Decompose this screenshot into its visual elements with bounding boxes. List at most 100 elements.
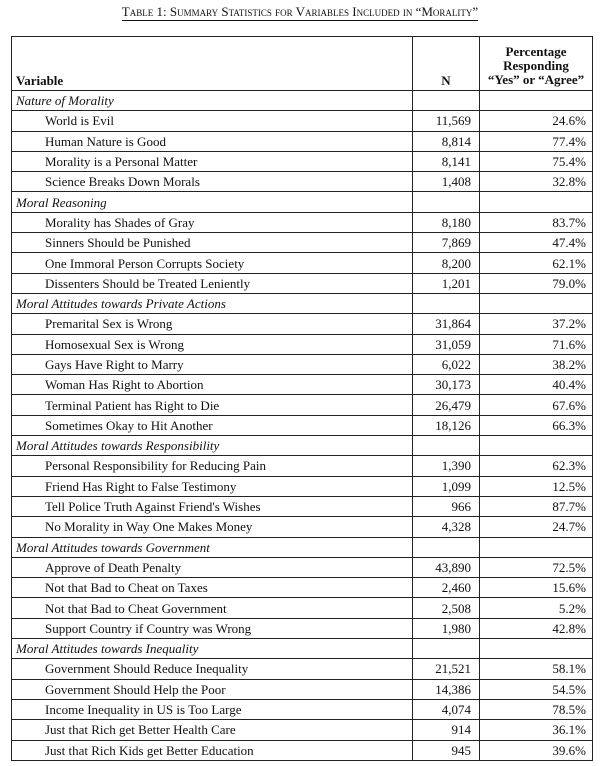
table-row: Sometimes Okay to Hit Another 18,126 66.3% [11,414,593,437]
table-row: Premarital Sex is Wrong 31,864 37.2% [11,313,593,335]
section-row: Moral Attitudes towards Government [11,536,593,558]
section-label: Moral Attitudes towards Responsibility [11,435,413,457]
variable-cell: Woman Has Right to Abortion [11,374,413,396]
table-row: Just that Rich Kids get Better Education… [11,739,593,761]
percentage-cell: 39.6% [479,739,593,761]
table-row: Not that Bad to Cheat on Taxes 2,460 15.6% [11,577,593,599]
variable-cell: Approve of Death Penalty [11,556,413,579]
n-cell: 43,890 [412,556,480,579]
empty-cell [479,191,593,213]
percentage-cell: 38.2% [479,353,593,376]
variable-cell: Sometimes Okay to Hit Another [11,414,413,437]
table-row: Woman Has Right to Abortion 30,173 40.4% [11,374,593,396]
empty-cell [479,536,593,558]
percentage-cell: 67.6% [479,394,593,416]
variable-cell: Not that Bad to Cheat on Taxes [11,577,413,599]
empty-cell [412,89,480,112]
n-cell: 18,126 [412,414,480,437]
empty-cell [412,191,480,213]
n-cell: 8,814 [412,130,480,152]
percentage-cell: 42.8% [479,617,593,640]
percentage-cell: 75.4% [479,150,593,173]
section-row: Moral Attitudes towards Inequality [11,638,593,660]
variable-cell: Friend Has Right to False Testimony [11,475,413,497]
n-cell: 26,479 [412,394,480,416]
variable-cell: Morality has Shades of Gray [11,211,413,234]
table-row: Just that Rich get Better Health Care 914… [11,719,593,741]
percentage-cell: 54.5% [479,678,593,700]
header-row: Variable N Percentage Responding “Yes” o… [11,36,593,91]
variable-cell: Human Nature is Good [11,130,413,152]
empty-cell [412,536,480,558]
percentage-cell: 62.3% [479,455,593,477]
percentage-cell: 78.5% [479,698,593,721]
n-cell: 1,099 [412,475,480,497]
table-row: No Morality in Way One Makes Money 4,328 2… [11,516,593,538]
percentage-cell: 37.2% [479,313,593,335]
table-row: Morality is a Personal Matter 8,141 75.4% [11,150,593,173]
variable-cell: Homosexual Sex is Wrong [11,333,413,355]
table-row: Tell Police Truth Against Friend's Wishe… [11,495,593,518]
n-cell: 6,022 [412,353,480,376]
header-n: N [412,36,480,91]
percentage-cell: 24.6% [479,110,593,132]
n-cell: 8,180 [412,211,480,234]
percentage-cell: 77.4% [479,130,593,152]
percentage-cell: 83.7% [479,211,593,234]
n-cell: 4,074 [412,698,480,721]
variable-cell: Tell Police Truth Against Friend's Wishe… [11,495,413,518]
section-row: Moral Reasoning [11,191,593,213]
n-cell: 31,864 [412,313,480,335]
n-cell: 14,386 [412,678,480,700]
n-cell: 7,869 [412,232,480,254]
section-label: Nature of Morality [11,89,413,112]
percentage-cell: 79.0% [479,272,593,294]
variable-cell: Gays Have Right to Marry [11,353,413,376]
variable-cell: No Morality in Way One Makes Money [11,516,413,538]
empty-cell [479,292,593,315]
section-label: Moral Attitudes towards Government [11,536,413,558]
percentage-cell: 66.3% [479,414,593,437]
table-row: World is Evil 11,569 24.6% [11,110,593,132]
table-row: One Immoral Person Corrupts Society 8,200… [11,252,593,274]
n-cell: 945 [412,739,480,761]
table-row: Gays Have Right to Marry 6,022 38.2% [11,353,593,376]
table-row: Approve of Death Penalty 43,890 72.5% [11,556,593,579]
variable-cell: Government Should Help the Poor [11,678,413,700]
table-row: Personal Responsibility for Reducing Pai… [11,455,593,477]
variable-cell: Personal Responsibility for Reducing Pai… [11,455,413,477]
n-cell: 8,141 [412,150,480,173]
percentage-cell: 72.5% [479,556,593,579]
n-cell: 1,980 [412,617,480,640]
percentage-cell: 47.4% [479,232,593,254]
n-cell: 966 [412,495,480,518]
n-cell: 2,508 [412,597,480,619]
variable-cell: World is Evil [11,110,413,132]
table-row: Government Should Reduce Inequality 21,52… [11,658,593,680]
variable-cell: Terminal Patient has Right to Die [11,394,413,416]
table-row: Homosexual Sex is Wrong 31,059 71.6% [11,333,593,355]
empty-cell [412,638,480,660]
n-cell: 1,390 [412,455,480,477]
n-cell: 2,460 [412,577,480,599]
n-cell: 21,521 [412,658,480,680]
variable-cell: Government Should Reduce Inequality [11,658,413,680]
variable-cell: Support Country if Country was Wrong [11,617,413,640]
table-row: Not that Bad to Cheat Government 2,508 5.2… [11,597,593,619]
n-cell: 1,201 [412,272,480,294]
percentage-cell: 71.6% [479,333,593,355]
table-row: Science Breaks Down Morals 1,408 32.8% [11,171,593,193]
table-row: Sinners Should be Punished 7,869 47.4% [11,232,593,254]
variable-cell: Not that Bad to Cheat Government [11,597,413,619]
table-row: Dissenters Should be Treated Leniently 1,… [11,272,593,294]
header-percentage: Percentage Responding “Yes” or “Agree” [479,36,593,91]
percentage-cell: 62.1% [479,252,593,274]
section-label: Moral Reasoning [11,191,413,213]
variable-cell: Science Breaks Down Morals [11,171,413,193]
n-cell: 4,328 [412,516,480,538]
variable-cell: Morality is a Personal Matter [11,150,413,173]
n-cell: 914 [412,719,480,741]
percentage-cell: 24.7% [479,516,593,538]
table-row: Friend Has Right to False Testimony 1,099… [11,475,593,497]
n-cell: 30,173 [412,374,480,396]
